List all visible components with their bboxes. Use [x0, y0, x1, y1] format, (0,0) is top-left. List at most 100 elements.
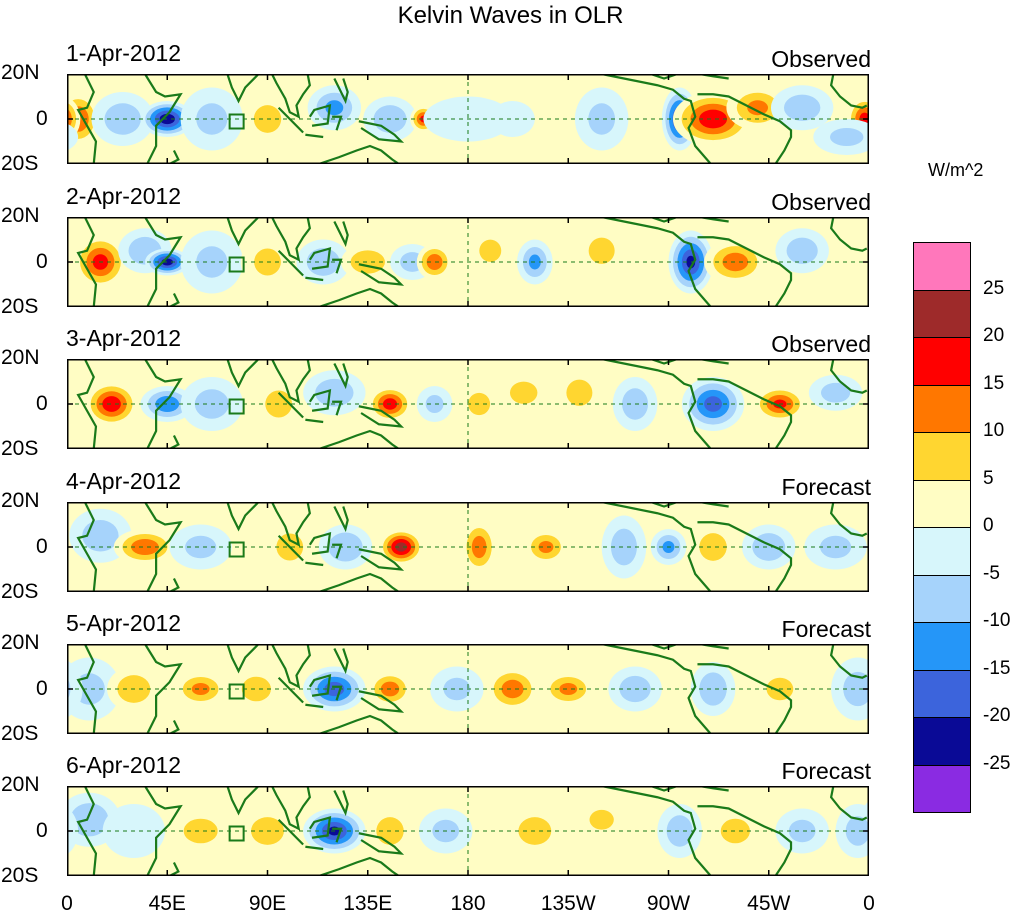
- lat-label: 0: [36, 250, 48, 273]
- coastline: [76, 786, 98, 876]
- anomaly-contour: [588, 103, 616, 135]
- anomaly-contour: [699, 672, 727, 706]
- coastline: [333, 221, 349, 248]
- anomaly-contour: [566, 379, 593, 406]
- panel-date: 3-Apr-2012: [66, 325, 182, 351]
- coastline: [308, 531, 332, 555]
- lon-label: 135E: [343, 892, 393, 915]
- anomaly-contour: [159, 113, 175, 125]
- anomaly-contour: [589, 809, 614, 830]
- anomaly-contour: [830, 128, 864, 146]
- coastline: [305, 418, 324, 424]
- anomaly-contour: [538, 541, 554, 553]
- anomaly-contour: [183, 818, 218, 844]
- coastline-box: [228, 825, 245, 842]
- coastline: [226, 74, 260, 104]
- coastline: [318, 144, 400, 164]
- coastline: [226, 644, 260, 674]
- lon-label: 135W: [540, 892, 596, 915]
- coastline: [144, 74, 183, 164]
- coastline: [76, 644, 98, 734]
- anomaly-contour: [786, 237, 818, 264]
- coastline: [332, 543, 343, 559]
- coastline: [601, 644, 712, 734]
- colorbar-box: [913, 622, 971, 671]
- coastline: [76, 74, 98, 164]
- anomaly-contour: [699, 109, 728, 129]
- coastline: [226, 359, 260, 389]
- anomaly-contour: [70, 803, 109, 837]
- anomaly-contour: [102, 396, 121, 412]
- olr-map: [67, 359, 869, 449]
- colorbar-label: 0: [983, 515, 994, 536]
- coastline: [829, 502, 868, 537]
- map-panel: 1-Apr-2012 Observed 20N 0 20S: [1, 40, 871, 175]
- lon-label: 180: [450, 892, 486, 915]
- lat-label: 20N: [1, 204, 40, 227]
- colorbar-box: [913, 764, 971, 813]
- colorbar-label: -10: [983, 610, 1011, 631]
- anomaly-contour: [468, 392, 491, 416]
- lon-label: 45E: [148, 892, 186, 915]
- colorbar-label: 15: [983, 372, 1005, 394]
- anomaly-contour: [821, 382, 851, 403]
- coastline: [226, 786, 260, 816]
- coastline: [333, 506, 349, 533]
- coastline: [277, 391, 304, 419]
- anomaly-contour: [191, 683, 210, 695]
- coastline: [144, 644, 183, 734]
- coastline: [305, 561, 324, 567]
- colorbar-box: [913, 717, 971, 766]
- colorbar-box: [913, 384, 971, 433]
- olr-map: [67, 502, 869, 592]
- coastline: [270, 217, 312, 262]
- panel-date: 4-Apr-2012: [66, 468, 182, 494]
- colorbar-label: 10: [983, 420, 1005, 441]
- coastline: [277, 534, 304, 562]
- lat-label: 20S: [1, 722, 39, 745]
- coastline-box: [228, 113, 245, 130]
- anomaly-contour: [490, 101, 535, 137]
- coastline: [226, 502, 260, 532]
- anomaly-contour: [67, 123, 79, 151]
- anomaly-contour: [131, 539, 159, 555]
- anomaly-contour: [471, 535, 487, 559]
- lat-label: 0: [36, 392, 48, 415]
- coastline: [601, 74, 712, 164]
- coastline: [358, 120, 405, 143]
- colorbar-label: 25: [983, 277, 1005, 299]
- panel-type: Observed: [771, 189, 871, 215]
- coastline: [829, 644, 868, 679]
- coastline: [697, 805, 793, 876]
- coastline: [697, 378, 793, 449]
- lat-label: 20N: [1, 631, 40, 654]
- anomaly-contour: [67, 660, 83, 718]
- anomaly-contour: [845, 816, 869, 846]
- anomaly-contour: [395, 542, 407, 552]
- colorbar-box: [913, 242, 971, 291]
- lat-label: 20S: [1, 437, 39, 460]
- colorbar-box: [913, 289, 971, 338]
- colorbar-label: 20: [983, 325, 1005, 346]
- coastline: [333, 648, 349, 675]
- coastline: [697, 663, 793, 734]
- coastline: [358, 405, 405, 428]
- lat-label: 20S: [1, 580, 39, 603]
- plot-title: Kelvin Waves in OLR: [397, 2, 624, 29]
- lat-label: 0: [36, 677, 48, 700]
- colorbar: [913, 242, 971, 813]
- anomaly-contour: [610, 528, 637, 566]
- panel-date: 6-Apr-2012: [66, 752, 182, 778]
- panel-type: Forecast: [781, 616, 871, 642]
- coastline: [277, 249, 304, 277]
- coastline: [144, 217, 183, 307]
- anomaly-contour: [426, 254, 443, 270]
- panel-date: 1-Apr-2012: [66, 40, 182, 66]
- panel-type: Observed: [771, 46, 871, 72]
- lon-label: 45W: [747, 892, 791, 915]
- coastline: [144, 786, 183, 876]
- coastline: [601, 786, 712, 876]
- lat-label: 20S: [1, 295, 39, 318]
- coastline: [829, 74, 868, 109]
- lat-label: 20N: [1, 61, 40, 84]
